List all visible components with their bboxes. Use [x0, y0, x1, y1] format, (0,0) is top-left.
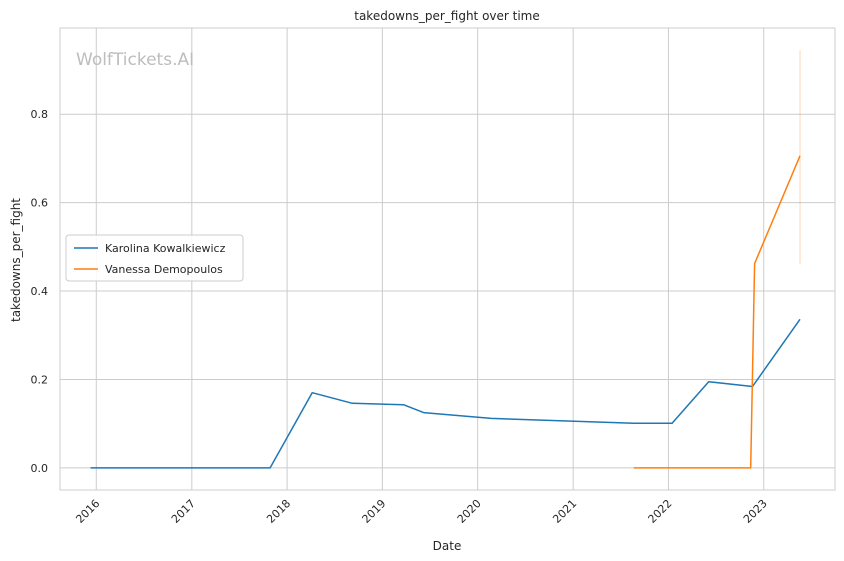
series-group: [90, 50, 801, 469]
y-tick-label: 0.0: [31, 462, 49, 475]
chart-title: takedowns_per_fight over time: [354, 9, 540, 23]
legend-label-karolina-kowalkiewicz: Karolina Kowalkiewicz: [105, 242, 226, 255]
series-line-karolina-kowalkiewicz: [90, 318, 801, 469]
legend-box: [65, 234, 244, 282]
legend: Karolina Kowalkiewicz Vanessa Demopoulos: [65, 234, 244, 282]
y-tick-label: 0.8: [31, 108, 49, 121]
plot-area-frame: [59, 27, 836, 491]
y-tick-label: 0.6: [31, 197, 49, 210]
legend-label-vanessa-demopoulos: Vanessa Demopoulos: [105, 263, 223, 276]
y-tick-label: 0.4: [31, 285, 49, 298]
y-axis-label: takedowns_per_fight: [9, 198, 23, 322]
x-axis-label: Date: [433, 539, 462, 553]
series-line-vanessa-demopoulos: [633, 155, 801, 469]
watermark: WolfTickets.AI: [76, 50, 194, 70]
y-tick-label: 0.2: [31, 373, 49, 386]
